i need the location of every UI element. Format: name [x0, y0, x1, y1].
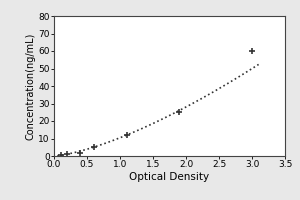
- X-axis label: Optical Density: Optical Density: [129, 172, 210, 182]
- Y-axis label: Concentration(ng/mL): Concentration(ng/mL): [26, 32, 36, 140]
